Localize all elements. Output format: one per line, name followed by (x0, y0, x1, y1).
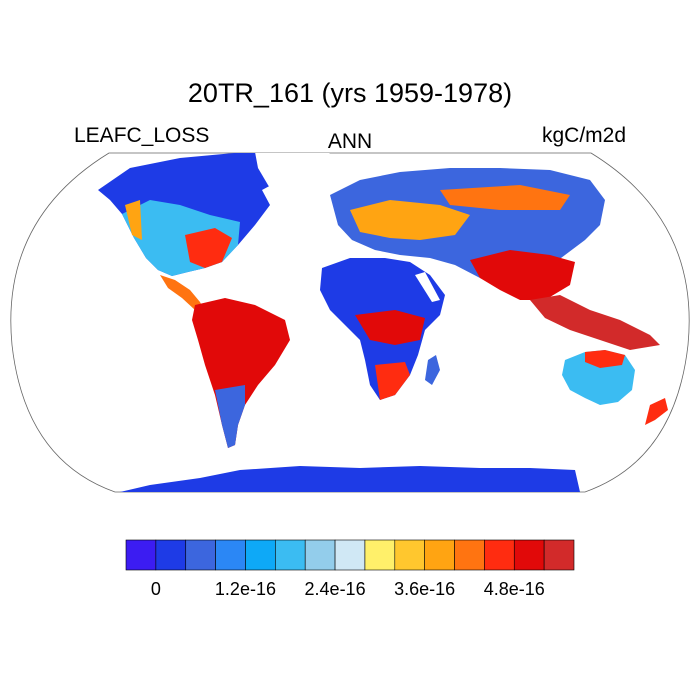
siberia-band (440, 185, 570, 210)
colorbar-tick-label: 0 (151, 579, 161, 599)
variable-label: LEAFC_LOSS (74, 124, 210, 147)
units-label: kgC/m2d (541, 124, 626, 147)
colorbar-swatch (513, 539, 545, 571)
east-us-hot (185, 228, 232, 268)
colorbar-swatch (543, 539, 575, 571)
west-coast-band (125, 200, 142, 240)
south-asia-hot (470, 250, 575, 300)
colorbar-swatch (275, 539, 306, 571)
colorbar-swatch (185, 539, 216, 571)
southern-africa (375, 362, 410, 400)
colorbar-swatch (364, 539, 396, 571)
colorbar-swatch (394, 539, 425, 571)
new-zealand (645, 398, 668, 425)
season-label: ANN (327, 130, 373, 153)
colorbar-swatch (484, 539, 515, 571)
colorbar-swatch (125, 539, 157, 571)
colorbar-swatch (334, 539, 366, 571)
colorbar-swatch (245, 539, 276, 571)
australia-north (585, 350, 625, 368)
colorbar-swatch (304, 539, 336, 571)
central-america (160, 275, 205, 312)
colorbar-swatch (454, 539, 485, 571)
europe-warm (350, 200, 470, 240)
colorbar-swatch (155, 539, 187, 571)
colorbar-swatch (215, 539, 246, 571)
colorbar-tick-label: 1.2e-16 (215, 579, 276, 599)
plot-title: 20TR_161 (yrs 1959-1978) (187, 78, 513, 108)
colorbar-swatch (424, 539, 455, 571)
southeast-asia-islands (530, 295, 660, 350)
antarctica (120, 466, 580, 492)
central-africa-hot (355, 310, 425, 345)
south-america (192, 298, 290, 448)
colorbar-tick-label: 4.8e-16 (484, 579, 545, 599)
madagascar (425, 355, 440, 385)
red-sea (415, 272, 440, 302)
south-america-south (215, 385, 245, 448)
greenland (255, 153, 330, 205)
colorbar-tick-label: 2.4e-16 (305, 579, 366, 599)
colorbar-tick-label: 3.6e-16 (394, 579, 455, 599)
